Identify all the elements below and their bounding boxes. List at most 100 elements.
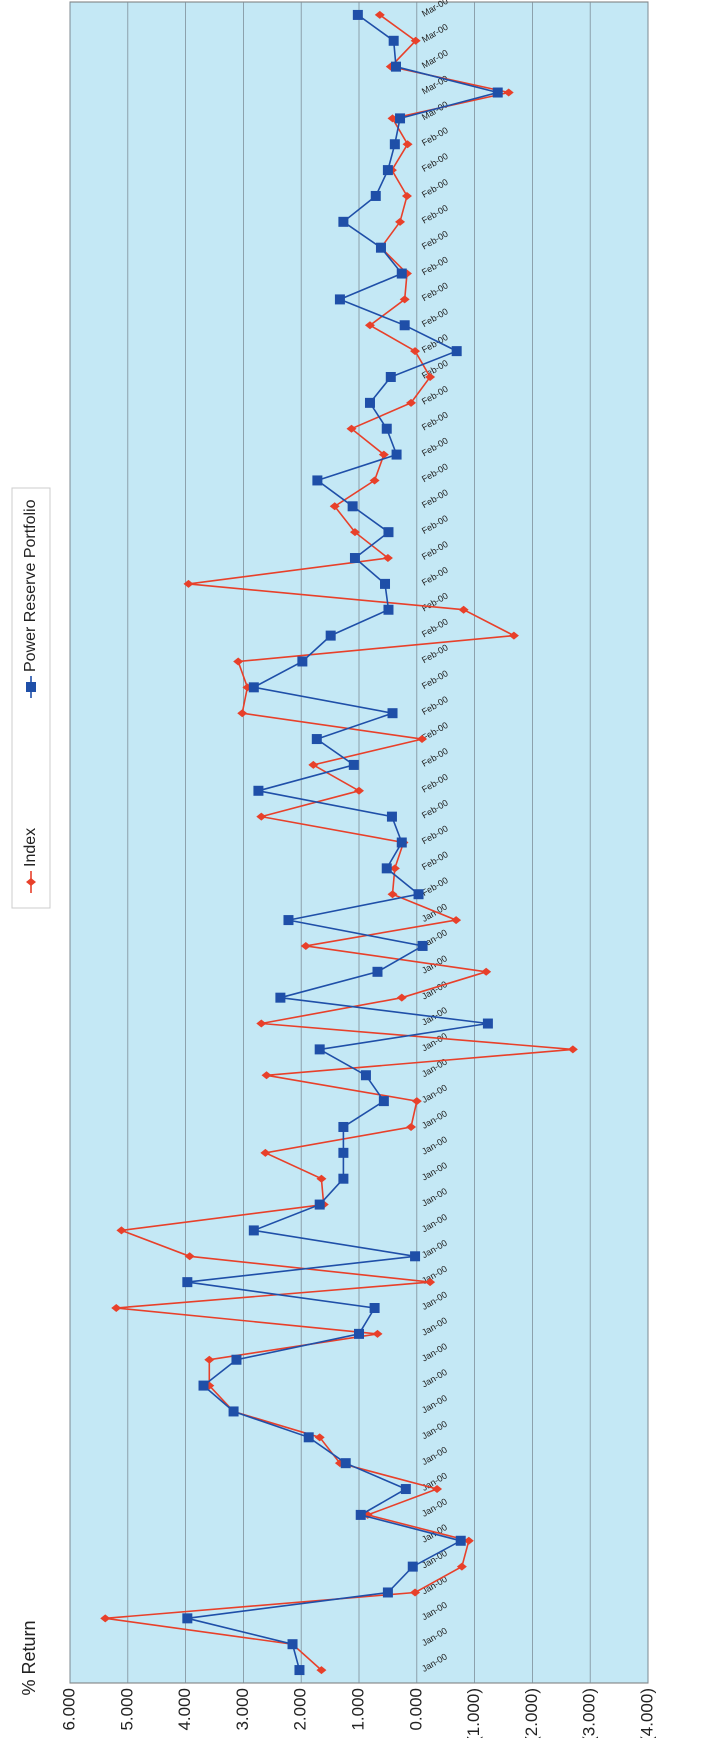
data-point	[387, 890, 398, 899]
data-point	[233, 657, 244, 666]
data-point	[395, 217, 406, 226]
data-point	[383, 527, 394, 538]
data-point	[410, 1251, 421, 1262]
data-point	[385, 371, 396, 382]
y-tick-label: 1.000	[348, 1688, 367, 1731]
data-point	[314, 1199, 325, 1210]
data-point	[338, 1147, 349, 1158]
data-point	[364, 321, 375, 330]
data-point	[316, 1666, 327, 1675]
data-point	[349, 553, 360, 564]
data-point	[417, 940, 428, 951]
data-point	[382, 554, 393, 563]
data-point	[378, 1096, 389, 1107]
y-tick-label: 0.000	[406, 1688, 425, 1731]
data-point	[411, 1097, 422, 1106]
data-point	[364, 397, 375, 408]
data-point	[182, 1277, 193, 1288]
data-point	[372, 1329, 383, 1338]
data-point	[456, 1562, 467, 1571]
legend-marker	[26, 682, 36, 692]
data-point	[237, 709, 248, 718]
data-point	[391, 449, 402, 460]
data-point	[283, 915, 294, 926]
data-point	[400, 1484, 411, 1495]
data-point	[380, 578, 391, 589]
data-point	[198, 1380, 209, 1391]
legend-label: Power Reserve Portfolio	[22, 499, 39, 672]
data-point	[455, 1535, 466, 1546]
data-point	[231, 1354, 242, 1365]
data-point	[294, 1665, 305, 1676]
legend-marker	[26, 878, 36, 886]
data-point	[204, 1355, 215, 1364]
data-point	[352, 9, 363, 20]
data-point	[287, 1639, 298, 1650]
data-point	[183, 579, 194, 588]
y-axis-title: % Return	[19, 1620, 39, 1695]
data-point	[303, 1432, 314, 1443]
data-point	[382, 1587, 393, 1598]
data-point	[410, 36, 421, 45]
data-point	[406, 1122, 417, 1131]
data-point	[334, 294, 345, 305]
data-point	[369, 476, 380, 485]
data-point	[256, 1019, 267, 1028]
data-point	[261, 1071, 272, 1080]
data-point	[111, 1304, 122, 1313]
data-point	[386, 811, 397, 822]
data-point	[406, 398, 417, 407]
data-point	[396, 993, 407, 1002]
data-point	[503, 88, 514, 97]
data-point	[399, 320, 410, 331]
data-point	[347, 501, 358, 512]
rotated-frame: % Return 6.000 5.000 4.000 3.000 2.000 1.000 0…	[11, 0, 656, 1738]
data-point	[410, 347, 421, 356]
data-point	[381, 863, 392, 874]
y-tick-label: 4.000	[175, 1688, 194, 1731]
data-point	[256, 812, 267, 821]
data-point	[375, 242, 386, 253]
data-point	[338, 1121, 349, 1132]
data-point	[407, 1561, 418, 1572]
data-point	[383, 604, 394, 615]
data-point	[388, 35, 399, 46]
data-point	[395, 113, 406, 124]
data-point	[248, 682, 259, 693]
data-point	[425, 372, 436, 381]
data-point	[396, 837, 407, 848]
data-point	[374, 10, 385, 19]
y-tick-label: 5.000	[117, 1688, 136, 1731]
data-point	[389, 864, 400, 873]
data-point	[184, 1252, 195, 1261]
data-point	[308, 760, 319, 769]
data-point	[182, 1613, 193, 1624]
data-point	[402, 140, 413, 149]
data-point	[346, 424, 357, 433]
y-tick-label: (3.000)	[580, 1688, 599, 1738]
data-point	[228, 1406, 239, 1417]
data-point	[417, 735, 428, 744]
data-point	[369, 1303, 380, 1314]
data-point	[396, 268, 407, 279]
data-point	[314, 1433, 325, 1442]
data-point	[248, 1225, 259, 1236]
data-point	[329, 502, 340, 511]
data-point	[389, 139, 400, 150]
data-point	[492, 87, 503, 98]
data-point	[260, 1148, 271, 1157]
data-point	[387, 708, 398, 719]
data-point	[567, 1045, 578, 1054]
y-tick-label: (4.000)	[637, 1688, 656, 1738]
data-point	[413, 889, 424, 900]
data-point	[312, 475, 323, 486]
data-point	[481, 967, 492, 976]
data-point	[100, 1614, 111, 1623]
data-point	[381, 423, 392, 434]
data-point	[253, 785, 264, 796]
data-point	[432, 1485, 443, 1494]
data-point	[372, 966, 383, 977]
data-point	[399, 295, 410, 304]
data-point	[390, 61, 401, 72]
